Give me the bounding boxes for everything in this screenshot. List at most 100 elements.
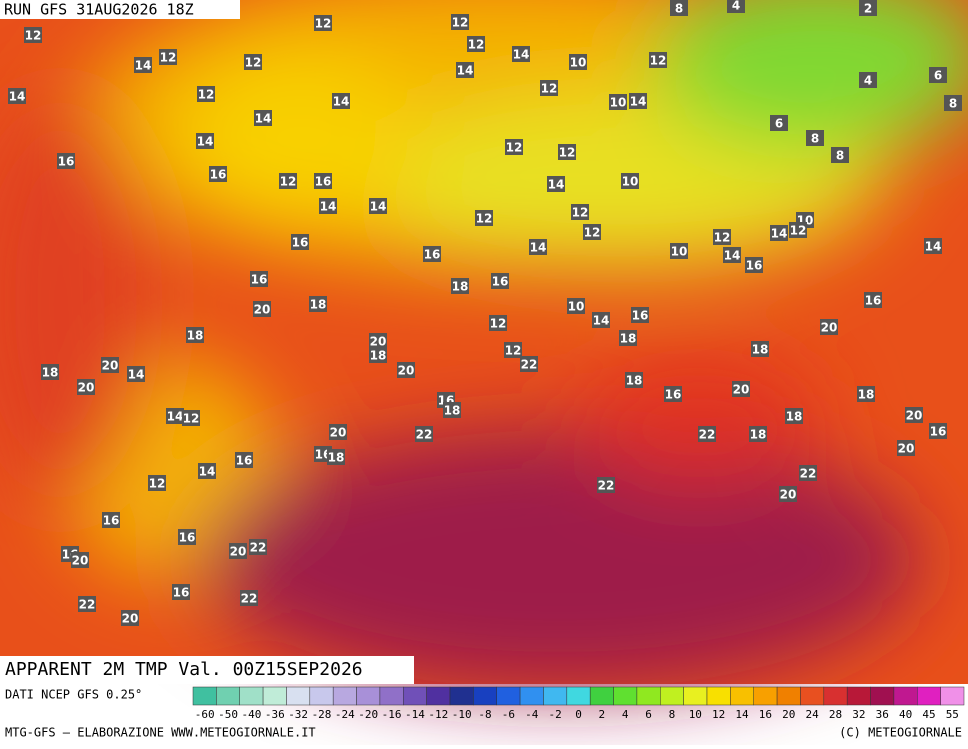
temperature-label: 20 [906, 409, 923, 423]
label-box [567, 298, 585, 314]
legend-swatch [379, 686, 404, 706]
map-background [0, 0, 968, 690]
label-box [569, 54, 587, 70]
temperature-label: 10 [610, 96, 627, 110]
temperature-label: 14 [530, 241, 547, 255]
temperature-label: 14 [548, 178, 565, 192]
temperature-label: 8 [949, 97, 957, 111]
temperature-label: 20 [780, 488, 797, 502]
label-box [512, 46, 530, 62]
temperature-label: 12 [559, 146, 576, 160]
label-box [820, 319, 838, 335]
legend-tick-label: -28 [312, 708, 332, 721]
legend-swatch [543, 686, 568, 706]
temperature-label: 12 [714, 231, 731, 245]
label-box [785, 408, 803, 424]
label-box [770, 225, 788, 241]
legend-tick-label: -60 [195, 708, 215, 721]
label-box [451, 278, 469, 294]
label-box [148, 475, 166, 491]
temperature-label: 10 [622, 175, 639, 189]
label-box [102, 512, 120, 528]
temperature-label: 22 [416, 428, 433, 442]
temperature-label: 12 [183, 412, 200, 426]
temperature-label: 16 [210, 168, 227, 182]
legend-tick-label: 28 [829, 708, 842, 721]
label-box [770, 115, 788, 131]
temperature-label: 20 [72, 554, 89, 568]
temperature-label: 12 [315, 17, 332, 31]
legend-swatch [473, 686, 497, 706]
temperature-label: 14 [630, 95, 647, 109]
temperature-label: 22 [699, 428, 716, 442]
label-box [619, 330, 637, 346]
label-box [859, 0, 877, 16]
label-box [806, 130, 824, 146]
label-box [732, 381, 750, 397]
label-box [698, 426, 716, 442]
temperature-label: 16 [492, 275, 509, 289]
temperature-label: 20 [733, 383, 750, 397]
temperature-label: 14 [925, 240, 942, 254]
temperature-label: 16 [58, 155, 75, 169]
label-box [723, 247, 741, 263]
temperature-label: 16 [236, 454, 253, 468]
legend-tick-label: 45 [922, 708, 935, 721]
legend-swatch [823, 686, 848, 706]
legend-swatch [706, 686, 731, 706]
label-box [451, 14, 469, 30]
title-box [0, 656, 414, 684]
temperature-label: 12 [468, 38, 485, 52]
legend-swatch [192, 686, 217, 706]
temperature-label: 22 [521, 358, 538, 372]
label-box [571, 204, 589, 220]
legend-swatch [660, 686, 684, 706]
legend-tick-label: -6 [502, 708, 515, 721]
temperature-label: 12 [280, 175, 297, 189]
label-box [369, 198, 387, 214]
temperature-label: 18 [752, 343, 769, 357]
label-box [475, 210, 493, 226]
label-box [467, 36, 485, 52]
temperature-label: 22 [598, 479, 615, 493]
legend-tick-label: -50 [218, 708, 238, 721]
temperature-label: 14 [513, 48, 530, 62]
label-box [779, 486, 797, 502]
legend-tick-label: 40 [899, 708, 912, 721]
color-legend: -60 -50 -40 -36 -32 -28 -24 -20 -16 -14 -12 -10 -8 -6… [192, 686, 965, 721]
label-box [489, 315, 507, 331]
label-box [229, 543, 247, 559]
temperature-label: 20 [230, 545, 247, 559]
label-box [279, 173, 297, 189]
temperature-label: 14 [255, 112, 272, 126]
temperature-label: 14 [457, 64, 474, 78]
label-box [8, 88, 26, 104]
legend-tick-label: 55 [946, 708, 959, 721]
label-box [369, 333, 387, 349]
temperature-label: 14 [593, 314, 610, 328]
temperature-label: 18 [452, 280, 469, 294]
label-box [745, 257, 763, 273]
temperature-label: 18 [626, 374, 643, 388]
temperature-label: 8 [836, 149, 844, 163]
label-box [583, 224, 601, 240]
temperature-label: 14 [197, 135, 214, 149]
label-box [859, 72, 877, 88]
temperature-label: 16 [292, 236, 309, 250]
label-box [196, 133, 214, 149]
label-box [369, 347, 387, 363]
label-box [71, 552, 89, 568]
temperature-label: 14 [320, 200, 337, 214]
temperature-label: 20 [330, 426, 347, 440]
temperature-label: 10 [570, 56, 587, 70]
label-box [443, 402, 461, 418]
temperature-label: 2 [864, 2, 872, 16]
legend-swatch [332, 686, 357, 706]
temperature-label: 20 [254, 303, 271, 317]
legend-swatch [917, 686, 941, 706]
temperature-label: 14 [199, 465, 216, 479]
legend-swatch [566, 686, 591, 706]
legend-swatch [776, 686, 801, 706]
label-box [831, 147, 849, 163]
temperature-label: 16 [251, 273, 268, 287]
